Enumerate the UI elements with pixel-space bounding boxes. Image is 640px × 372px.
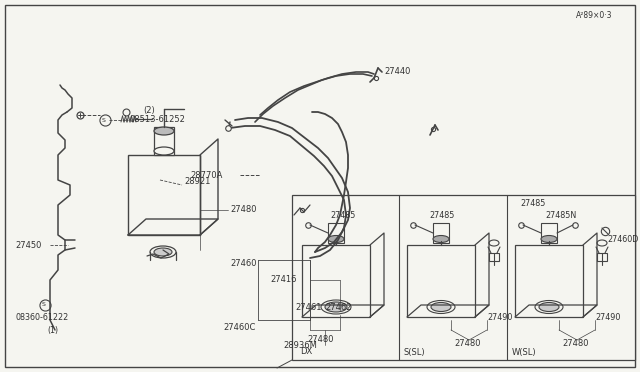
Ellipse shape [154,127,174,135]
Bar [154,127,174,155]
Text: 27485: 27485 [429,211,454,219]
Text: A²89×0·3: A²89×0·3 [576,10,612,19]
Text: 27461: 27461 [295,304,321,312]
Text: 27490: 27490 [595,314,620,323]
Text: 08360-61222: 08360-61222 [15,314,68,323]
Bar [515,245,583,317]
Ellipse shape [489,240,499,246]
Text: 27485: 27485 [520,199,545,208]
Ellipse shape [325,302,347,312]
Text: S(SL): S(SL) [404,347,426,356]
Bar [597,253,607,261]
Text: 27490: 27490 [487,314,513,323]
Text: 27480: 27480 [230,205,257,215]
Ellipse shape [154,147,174,155]
Text: 27485N: 27485N [545,211,576,219]
Text: 27462: 27462 [325,304,351,312]
Text: 28770A: 28770A [190,170,222,180]
Text: DX: DX [300,347,312,356]
Text: 27480: 27480 [562,340,589,349]
Text: 27480: 27480 [307,336,333,344]
Bar [489,253,499,261]
Bar [541,223,557,243]
Ellipse shape [433,235,449,243]
Ellipse shape [597,240,607,246]
Bar [433,223,449,243]
Ellipse shape [154,248,172,256]
Text: S: S [42,302,46,308]
Text: S: S [102,118,106,122]
Text: 28921: 28921 [184,177,211,186]
Text: (1): (1) [47,326,58,334]
Bar [328,223,344,243]
Text: 27460D: 27460D [607,235,638,244]
Text: 28936M: 28936M [283,340,317,350]
Text: 27460C: 27460C [223,324,255,333]
Ellipse shape [539,302,559,311]
Bar [407,245,475,317]
Text: 27460: 27460 [230,260,257,269]
Text: 27485: 27485 [330,211,355,219]
Bar [128,155,200,235]
Bar [302,245,370,317]
Text: (2): (2) [143,106,155,115]
Ellipse shape [535,301,563,314]
Bar [292,195,635,360]
Ellipse shape [321,300,351,314]
Ellipse shape [431,302,451,311]
Text: 27440: 27440 [384,67,410,77]
Text: 27416: 27416 [270,276,296,285]
Text: 08513-61252: 08513-61252 [130,115,186,125]
Text: W(SL): W(SL) [512,347,536,356]
Ellipse shape [150,246,176,258]
Text: 27450: 27450 [15,241,42,250]
Ellipse shape [328,235,344,243]
Text: 27480: 27480 [454,340,481,349]
Ellipse shape [541,235,557,243]
Ellipse shape [427,301,455,314]
